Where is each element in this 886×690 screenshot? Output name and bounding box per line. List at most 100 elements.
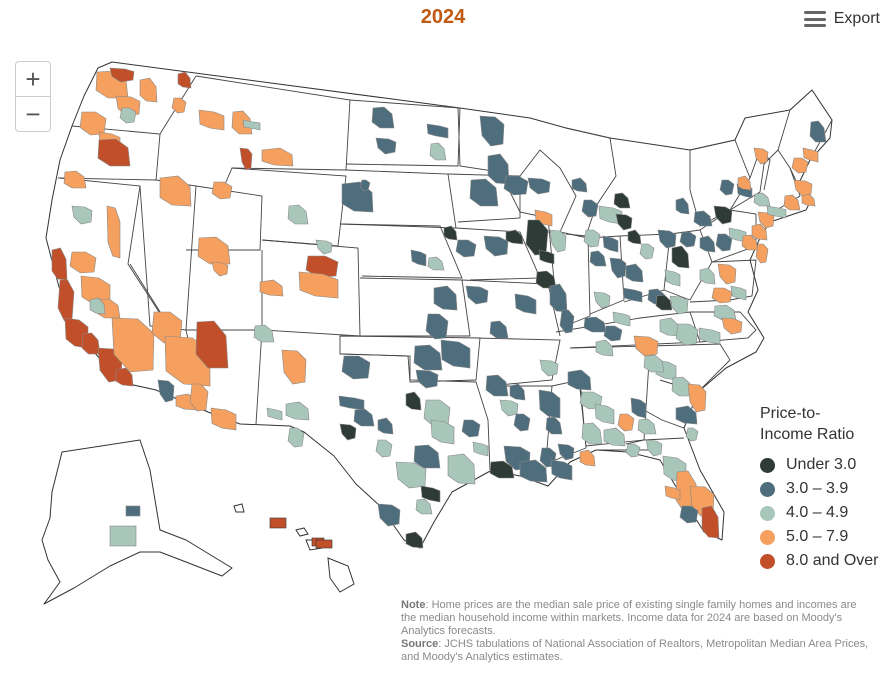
metro-area[interactable] (315, 239, 333, 255)
metro-area[interactable] (698, 327, 721, 345)
metro-area[interactable] (657, 229, 677, 249)
metro-area[interactable] (287, 427, 305, 448)
metro-area[interactable] (242, 119, 261, 131)
metro-area[interactable] (509, 383, 526, 401)
metro-area[interactable] (655, 294, 673, 311)
metro-area[interactable] (443, 225, 458, 241)
metro-area[interactable] (711, 287, 733, 304)
metro-area[interactable] (109, 67, 135, 83)
metro-area[interactable] (177, 71, 192, 89)
metro-area[interactable] (715, 233, 733, 252)
metro-area[interactable] (643, 354, 665, 373)
metro-area[interactable] (737, 175, 752, 191)
metro-area[interactable] (766, 205, 787, 219)
export-button[interactable]: Export (803, 10, 880, 28)
metro-area[interactable] (210, 407, 237, 431)
metro-area[interactable] (699, 267, 716, 285)
metro-area[interactable] (195, 320, 229, 369)
metro-area[interactable] (622, 287, 643, 303)
metro-area[interactable] (627, 229, 642, 245)
metro-area[interactable] (514, 293, 537, 315)
metro-area[interactable] (791, 157, 809, 174)
metro-area[interactable] (505, 229, 524, 245)
metro-area[interactable] (119, 107, 137, 124)
metro-area[interactable] (687, 383, 707, 413)
metro-area[interactable] (266, 407, 283, 421)
metro-area[interactable] (377, 503, 401, 527)
metro-area[interactable] (679, 505, 699, 524)
metro-area[interactable] (550, 459, 573, 481)
metro-area[interactable] (567, 369, 592, 391)
metro-area[interactable] (685, 427, 699, 442)
metro-area[interactable] (664, 485, 681, 501)
metro-area[interactable] (479, 115, 505, 147)
metro-area[interactable] (557, 443, 575, 461)
metro-area[interactable] (341, 355, 371, 380)
metro-area[interactable] (455, 239, 477, 258)
metro-area[interactable] (433, 285, 458, 311)
metro-area[interactable] (615, 213, 633, 231)
metro-area[interactable] (375, 137, 397, 155)
metro-area[interactable] (157, 379, 175, 403)
metro-area[interactable] (571, 177, 588, 193)
metro-area[interactable] (679, 231, 697, 248)
metro-area[interactable] (415, 369, 439, 389)
legend-item-5-to-7-9[interactable]: 5.0 – 7.9 (760, 525, 879, 549)
metro-area[interactable] (581, 422, 603, 445)
metro-area[interactable] (371, 106, 395, 129)
metro-area[interactable] (693, 210, 713, 227)
metro-area[interactable] (111, 317, 155, 373)
metro-area[interactable] (461, 419, 481, 438)
legend-item-under-3[interactable]: Under 3.0 (760, 453, 879, 477)
metro-area[interactable] (538, 389, 561, 419)
metro-area[interactable] (671, 245, 690, 269)
metro-area[interactable] (593, 291, 611, 309)
metro-area[interactable] (197, 236, 231, 265)
metro-area[interactable] (699, 235, 716, 253)
metro-area[interactable] (139, 77, 158, 103)
metro-area[interactable] (281, 349, 307, 385)
metro-area[interactable] (583, 316, 607, 333)
metro-area[interactable] (485, 374, 509, 397)
metro-area[interactable] (603, 427, 626, 447)
metro-area[interactable] (675, 323, 699, 346)
metro-area[interactable] (465, 285, 489, 305)
metro-area[interactable] (503, 175, 529, 196)
metro-area[interactable] (630, 397, 647, 419)
metro-area[interactable] (410, 249, 427, 267)
legend-item-4-to-4-9[interactable]: 4.0 – 4.9 (760, 501, 879, 525)
metro-area[interactable] (809, 120, 827, 143)
metro-area[interactable] (305, 255, 339, 278)
metro-area[interactable] (447, 453, 476, 485)
metro-area[interactable] (559, 309, 575, 334)
metro-area[interactable] (339, 423, 357, 441)
metro-area[interactable] (645, 439, 663, 457)
metro-area[interactable] (425, 313, 449, 340)
hawaii-metro[interactable] (269, 517, 287, 529)
us-map[interactable] (0, 40, 886, 610)
metro-area[interactable] (664, 269, 681, 287)
metro-area[interactable] (751, 223, 768, 241)
metro-area[interactable] (63, 170, 87, 189)
metro-area[interactable] (675, 405, 698, 425)
metro-area[interactable] (395, 461, 427, 489)
metro-area[interactable] (159, 175, 192, 207)
metro-area[interactable] (426, 123, 449, 139)
metro-area[interactable] (538, 249, 555, 265)
metro-area[interactable] (801, 193, 816, 207)
metro-area[interactable] (171, 97, 187, 114)
metro-area[interactable] (783, 194, 801, 211)
metro-area[interactable] (589, 250, 607, 267)
metro-area[interactable] (211, 261, 229, 277)
metro-area[interactable] (625, 443, 641, 458)
metro-area[interactable] (298, 271, 339, 299)
metro-area[interactable] (717, 263, 737, 285)
metro-area[interactable] (405, 391, 422, 411)
metro-area[interactable] (489, 320, 509, 339)
metro-area[interactable] (189, 383, 209, 412)
metro-area[interactable] (603, 325, 623, 342)
metro-area[interactable] (469, 178, 499, 207)
metro-area[interactable] (429, 142, 447, 161)
metro-area[interactable] (701, 505, 720, 539)
metro-area[interactable] (377, 417, 394, 435)
